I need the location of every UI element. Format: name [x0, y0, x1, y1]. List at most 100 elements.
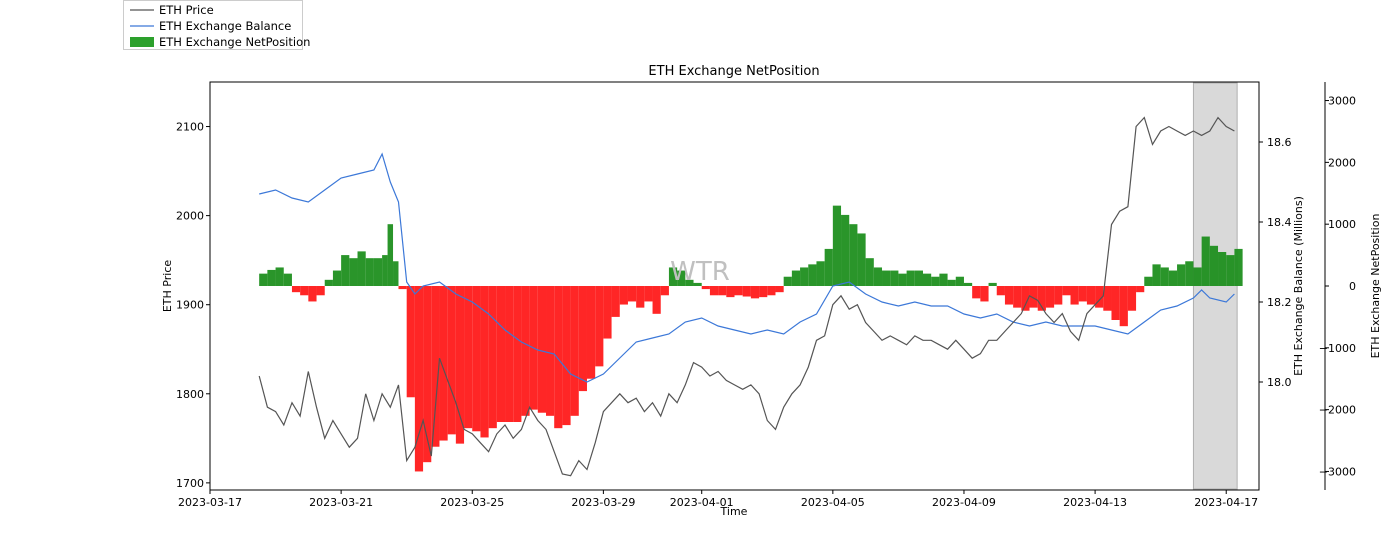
netposition-bar [980, 286, 989, 302]
netposition-bar [939, 273, 948, 286]
netposition-bar [1078, 286, 1087, 302]
netposition-bar [963, 282, 973, 286]
netposition-bar [464, 286, 473, 429]
netposition-bar [1029, 286, 1038, 308]
netposition-bar [1160, 267, 1169, 286]
x-tick-label: 2023-03-21 [309, 496, 373, 509]
x-tick-label: 2023-04-01 [670, 496, 734, 509]
netposition-bar [300, 286, 309, 296]
netposition-bar [439, 286, 448, 441]
y-axis-label-right2: ETH Exchange NetPosition [1369, 214, 1382, 359]
netposition-bar [800, 267, 809, 286]
netposition-bar [685, 279, 694, 286]
netposition-bar [332, 270, 342, 286]
y-right2-tick-label: 1000 [1328, 218, 1356, 231]
x-tick-label: 2023-03-17 [178, 496, 242, 509]
netposition-bar [324, 279, 333, 286]
netposition-bar [496, 286, 506, 422]
netposition-bar [824, 248, 833, 286]
netposition-bar [488, 286, 497, 429]
y-left-tick-label: 2000 [176, 210, 204, 223]
netposition-bar [873, 267, 883, 286]
y-left-tick-label: 1900 [176, 299, 204, 312]
netposition-bar [365, 258, 374, 286]
netposition-bar [816, 261, 825, 286]
netposition-bar [1021, 286, 1030, 311]
netposition-bar [1226, 255, 1235, 286]
netposition-bar [283, 273, 292, 286]
netposition-bar [767, 286, 776, 296]
netposition-bar [709, 286, 719, 296]
netposition-bar [1193, 267, 1202, 286]
legend-label-price: ETH Price [159, 3, 214, 17]
price-line [258, 116, 1235, 477]
netposition-bar [1185, 261, 1194, 286]
netposition-bar [546, 286, 555, 416]
netposition-bar [742, 286, 751, 297]
netposition-bar [726, 286, 735, 298]
netposition-bar [1209, 245, 1219, 286]
netposition-bar [387, 224, 394, 286]
netposition-bar [718, 286, 727, 296]
watermark: WTR [670, 257, 730, 287]
netposition-bar [554, 286, 563, 429]
y-right2-tick-label: −2000 [1319, 404, 1356, 417]
balance-line [259, 152, 1235, 383]
chart-title: ETH Exchange NetPosition [648, 64, 819, 79]
netposition-bar [414, 286, 424, 472]
netposition-bar [521, 286, 530, 416]
netposition-bar [783, 276, 792, 286]
netposition-bar [316, 286, 325, 296]
netposition-bar [431, 286, 440, 447]
netposition-bar [652, 286, 661, 314]
netposition-bar [308, 286, 317, 302]
netposition-bar [398, 286, 407, 290]
netposition-bar [1111, 286, 1120, 320]
y-right-tick-label: 18.2 [1267, 296, 1292, 309]
netposition-bar [1095, 286, 1104, 308]
netposition-bar [1201, 236, 1210, 286]
netposition-bar [267, 269, 276, 286]
netposition-bar [275, 267, 284, 286]
netposition-bar [808, 264, 817, 286]
netposition-bar [480, 286, 489, 438]
netposition-bar [914, 270, 923, 286]
netposition-bar [931, 276, 940, 286]
y-right2-tick-label: 2000 [1328, 156, 1356, 169]
netposition-bar [423, 286, 432, 463]
netposition-bar [693, 282, 702, 286]
netposition-bar [447, 286, 456, 435]
x-axis-label: Time [720, 505, 748, 518]
y-right2-tick-label: −3000 [1319, 465, 1356, 478]
netposition-bar [890, 270, 899, 286]
netposition-bar [1234, 248, 1243, 286]
netposition-bar [562, 286, 571, 426]
y-left-tick-label: 1700 [176, 477, 204, 490]
netposition-bar [1013, 286, 1022, 308]
netposition-bar [734, 286, 743, 296]
netposition-bar [513, 286, 522, 422]
netposition-bar [1136, 286, 1145, 293]
netposition-bar [677, 270, 686, 286]
netposition-bar [1004, 286, 1014, 305]
netposition-bar [373, 258, 383, 286]
netposition-bar [972, 286, 981, 299]
plot-frame [209, 81, 1260, 491]
netposition-bar [857, 233, 866, 286]
netposition-bar [1062, 286, 1071, 296]
legend-label-netposition: ETH Exchange NetPosition [159, 35, 311, 49]
netposition-bar [1103, 286, 1112, 311]
netposition-bar [472, 286, 481, 432]
netposition-bar [849, 224, 858, 286]
legend-swatch-netposition [130, 37, 154, 47]
y-right2-tick-label: 3000 [1328, 95, 1356, 108]
netposition-bar [357, 251, 366, 286]
netposition-bar [906, 270, 915, 286]
legend-swatch-balance [130, 25, 154, 27]
netposition-bar [291, 286, 301, 293]
netposition-bar [996, 286, 1005, 296]
netposition-bar [865, 258, 874, 286]
y-left-tick-label: 2100 [176, 121, 204, 134]
netposition-bar [382, 255, 388, 286]
